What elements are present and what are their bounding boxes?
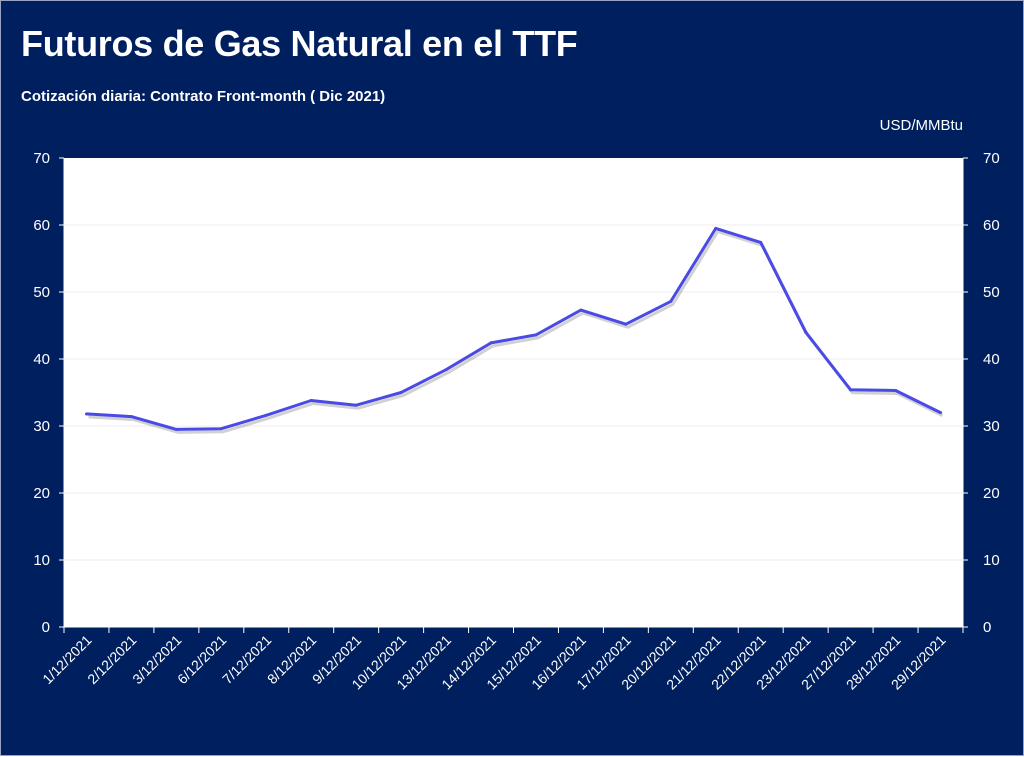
- data-point: [714, 226, 718, 230]
- y-tick-label: 10: [33, 552, 50, 569]
- data-point: [309, 399, 313, 403]
- data-point: [219, 427, 223, 431]
- y-tick-label: 40: [33, 351, 50, 368]
- right-y-axis: 0 10 20 30 40 50 60 70: [962, 150, 1000, 636]
- series-line: [86, 226, 942, 431]
- y-tick-label: 50: [33, 284, 50, 301]
- data-point: [399, 391, 403, 394]
- y-tick-label-right: 30: [983, 418, 1000, 435]
- data-point: [84, 412, 88, 416]
- y-tick-label-right: 0: [983, 619, 991, 636]
- data-point: [894, 388, 898, 392]
- chart-subtitle: Cotización diaria: Contrato Front-month …: [21, 88, 386, 105]
- y-tick-label: 30: [33, 418, 50, 435]
- y-tick-label-right: 50: [983, 284, 1000, 301]
- data-point: [669, 299, 673, 303]
- series-layer: [84, 226, 944, 434]
- data-point: [939, 411, 943, 415]
- y-tick-label-right: 70: [983, 150, 1000, 167]
- y-tick-label: 0: [42, 619, 50, 636]
- data-point: [579, 308, 583, 312]
- y-tick-label: 70: [33, 150, 50, 167]
- data-point: [624, 322, 628, 326]
- data-point: [489, 341, 493, 345]
- data-point: [849, 388, 853, 392]
- y-tick-label-right: 20: [983, 485, 1000, 502]
- unit-label: USD/MMBtu: [879, 117, 963, 134]
- x-axis: 1/12/20212/12/20213/12/20216/12/20217/12…: [39, 626, 964, 693]
- data-point: [264, 413, 268, 417]
- chart-title: Futuros de Gas Natural en el TTF: [21, 23, 578, 64]
- plot-area: [64, 158, 963, 627]
- data-point: [534, 333, 538, 337]
- data-point: [354, 403, 358, 407]
- left-y-axis: 0 10 20 30 40 50 60 70: [33, 150, 65, 636]
- y-tick-label-right: 10: [983, 552, 1000, 569]
- data-point: [174, 427, 178, 431]
- gridlines: [64, 224, 963, 561]
- data-point: [444, 368, 448, 372]
- data-point: [759, 240, 763, 244]
- data-point: [129, 415, 133, 419]
- data-point: [804, 330, 808, 334]
- y-tick-label-right: 40: [983, 351, 1000, 368]
- y-tick-label: 20: [33, 485, 50, 502]
- y-tick-label-right: 60: [983, 217, 1000, 234]
- y-tick-label: 60: [33, 217, 50, 234]
